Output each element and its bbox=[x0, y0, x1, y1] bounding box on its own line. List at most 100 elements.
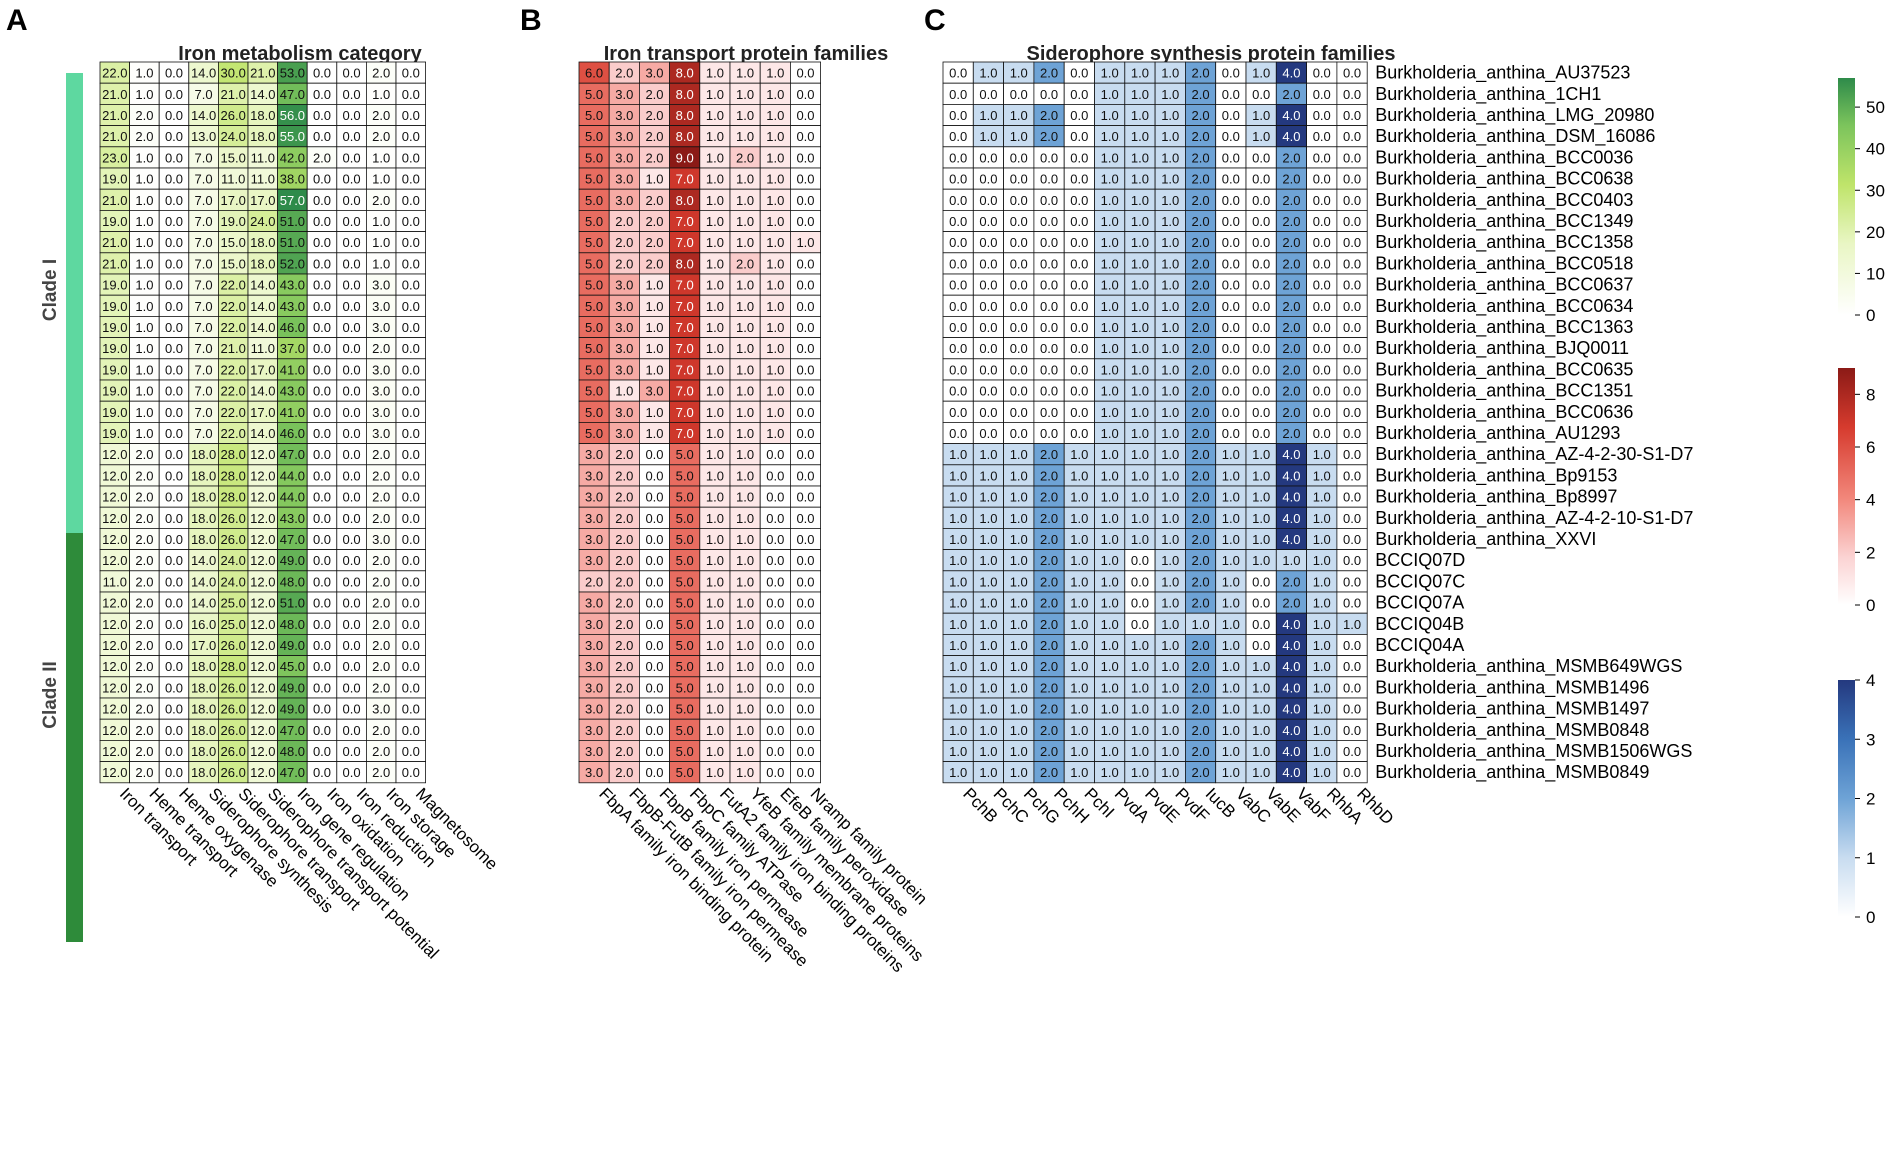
colorbar-tick-label: 2 bbox=[1866, 543, 1875, 562]
cell-value-c: 1.0 bbox=[1161, 108, 1179, 123]
cell-value-c: 1.0 bbox=[1070, 490, 1088, 505]
cell-value-a: 44.0 bbox=[280, 490, 305, 505]
cell-value-a: 0.0 bbox=[343, 299, 361, 314]
cell-value-a: 0.0 bbox=[313, 341, 331, 356]
cell-value-a: 0.0 bbox=[165, 638, 183, 653]
cell-value-a: 7.0 bbox=[195, 299, 213, 314]
cell-value-b: 1.0 bbox=[736, 490, 754, 505]
cell-value-b: 8.0 bbox=[676, 66, 694, 81]
cell-value-c: 1.0 bbox=[1131, 680, 1149, 695]
cell-value-a: 0.0 bbox=[313, 765, 331, 780]
cell-value-c: 1.0 bbox=[1313, 702, 1331, 717]
cell-value-c: 1.0 bbox=[1313, 468, 1331, 483]
cell-value-b: 0.0 bbox=[645, 744, 663, 759]
cell-value-c: 1.0 bbox=[979, 574, 997, 589]
cell-value-c: 0.0 bbox=[1343, 723, 1361, 738]
cell-value-b: 3.0 bbox=[585, 447, 603, 462]
cell-value-c: 4.0 bbox=[1282, 66, 1300, 81]
cell-value-c: 0.0 bbox=[1252, 278, 1270, 293]
cell-value-b: 7.0 bbox=[676, 341, 694, 356]
cell-value-a: 12.0 bbox=[250, 617, 275, 632]
cell-value-a: 11.0 bbox=[251, 172, 275, 187]
cell-value-b: 1.0 bbox=[766, 66, 784, 81]
cell-value-c: 1.0 bbox=[1131, 235, 1149, 250]
colorbar-blues-bar bbox=[1838, 680, 1855, 917]
cell-value-b: 1.0 bbox=[736, 235, 754, 250]
cell-value-b: 1.0 bbox=[706, 744, 724, 759]
cell-value-a: 12.0 bbox=[250, 553, 275, 568]
clade-bar-2 bbox=[66, 533, 83, 942]
cell-value-c: 0.0 bbox=[1040, 256, 1058, 271]
cell-value-c: 0.0 bbox=[1040, 384, 1058, 399]
cell-value-c: 0.0 bbox=[1313, 235, 1331, 250]
cell-value-a: 25.0 bbox=[221, 596, 246, 611]
colorbar-reds-ticks: 0 2 4 6 8 bbox=[1855, 385, 1875, 615]
cell-value-b: 0.0 bbox=[796, 66, 814, 81]
cell-value-b: 1.0 bbox=[706, 66, 724, 81]
cell-value-c: 1.0 bbox=[1252, 532, 1270, 547]
cell-value-b: 5.0 bbox=[585, 341, 603, 356]
cell-value-c: 1.0 bbox=[1010, 532, 1028, 547]
cell-value-a: 15.0 bbox=[221, 150, 246, 165]
cell-value-b: 1.0 bbox=[736, 426, 754, 441]
cell-value-a: 14.0 bbox=[250, 299, 275, 314]
cell-value-a: 1.0 bbox=[135, 193, 153, 208]
cell-value-c: 0.0 bbox=[1040, 362, 1058, 377]
cell-value-a: 12.0 bbox=[250, 638, 275, 653]
cell-value-a: 12.0 bbox=[102, 532, 127, 547]
cell-value-c: 1.0 bbox=[1313, 680, 1331, 695]
cell-value-a: 26.0 bbox=[221, 532, 246, 547]
cell-value-a: 7.0 bbox=[195, 341, 213, 356]
cell-value-a: 1.0 bbox=[135, 299, 153, 314]
cell-value-c: 1.0 bbox=[1101, 490, 1119, 505]
cell-value-a: 1.0 bbox=[135, 66, 153, 81]
cell-value-b: 2.0 bbox=[736, 150, 754, 165]
cell-value-a: 22.0 bbox=[221, 405, 246, 420]
cell-value-c: 0.0 bbox=[1343, 680, 1361, 695]
cell-value-b: 0.0 bbox=[796, 490, 814, 505]
cell-value-c: 0.0 bbox=[1252, 362, 1270, 377]
colorbar-tick-label: 0 bbox=[1866, 306, 1875, 325]
cell-value-a: 22.0 bbox=[221, 320, 246, 335]
cell-value-a: 26.0 bbox=[221, 108, 246, 123]
column-label-c: VabF bbox=[1293, 784, 1334, 825]
strain-label: Burkholderia_anthina_BCC1358 bbox=[1375, 232, 1633, 253]
cell-value-c: 1.0 bbox=[1313, 596, 1331, 611]
cell-value-c: 2.0 bbox=[1192, 235, 1210, 250]
cell-value-a: 19.0 bbox=[102, 299, 127, 314]
cell-value-b: 7.0 bbox=[676, 278, 694, 293]
cell-value-c: 0.0 bbox=[1010, 150, 1028, 165]
cell-value-a: 3.0 bbox=[372, 702, 390, 717]
cell-value-c: 1.0 bbox=[979, 532, 997, 547]
cell-value-c: 0.0 bbox=[1252, 596, 1270, 611]
cell-value-c: 2.0 bbox=[1040, 447, 1058, 462]
cell-value-a: 43.0 bbox=[280, 384, 305, 399]
cell-value-c: 0.0 bbox=[1040, 193, 1058, 208]
cell-value-a: 12.0 bbox=[250, 723, 275, 738]
cell-value-c: 1.0 bbox=[1131, 638, 1149, 653]
cell-value-c: 1.0 bbox=[1010, 108, 1028, 123]
cell-value-c: 0.0 bbox=[1222, 172, 1240, 187]
cell-value-a: 26.0 bbox=[221, 702, 246, 717]
cell-value-b: 3.0 bbox=[615, 193, 633, 208]
cell-value-a: 15.0 bbox=[221, 256, 246, 271]
cell-value-c: 1.0 bbox=[1222, 553, 1240, 568]
cell-value-b: 1.0 bbox=[736, 384, 754, 399]
cell-value-a: 0.0 bbox=[402, 193, 420, 208]
cell-value-c: 1.0 bbox=[1131, 341, 1149, 356]
cell-value-c: 0.0 bbox=[1070, 108, 1088, 123]
cell-value-c: 2.0 bbox=[1282, 299, 1300, 314]
cell-value-a: 12.0 bbox=[250, 532, 275, 547]
cell-value-a: 0.0 bbox=[313, 66, 331, 81]
cell-value-c: 1.0 bbox=[1101, 744, 1119, 759]
strain-label: Burkholderia_anthina_BCC0637 bbox=[1375, 275, 1633, 296]
cell-value-c: 1.0 bbox=[979, 129, 997, 144]
cell-value-c: 1.0 bbox=[1070, 638, 1088, 653]
cell-value-a: 1.0 bbox=[135, 214, 153, 229]
cell-value-c: 1.0 bbox=[1070, 659, 1088, 674]
cell-value-a: 0.0 bbox=[402, 129, 420, 144]
cell-value-c: 1.0 bbox=[1070, 511, 1088, 526]
cell-value-b: 3.0 bbox=[615, 362, 633, 377]
cell-value-a: 0.0 bbox=[343, 320, 361, 335]
heatmap-panel-b: 6.0 2.0 3.0 8.0 1.0 1.0 1.0 0.0 5.0 3.0 2.0 8.0 1.0 1… bbox=[578, 61, 931, 976]
